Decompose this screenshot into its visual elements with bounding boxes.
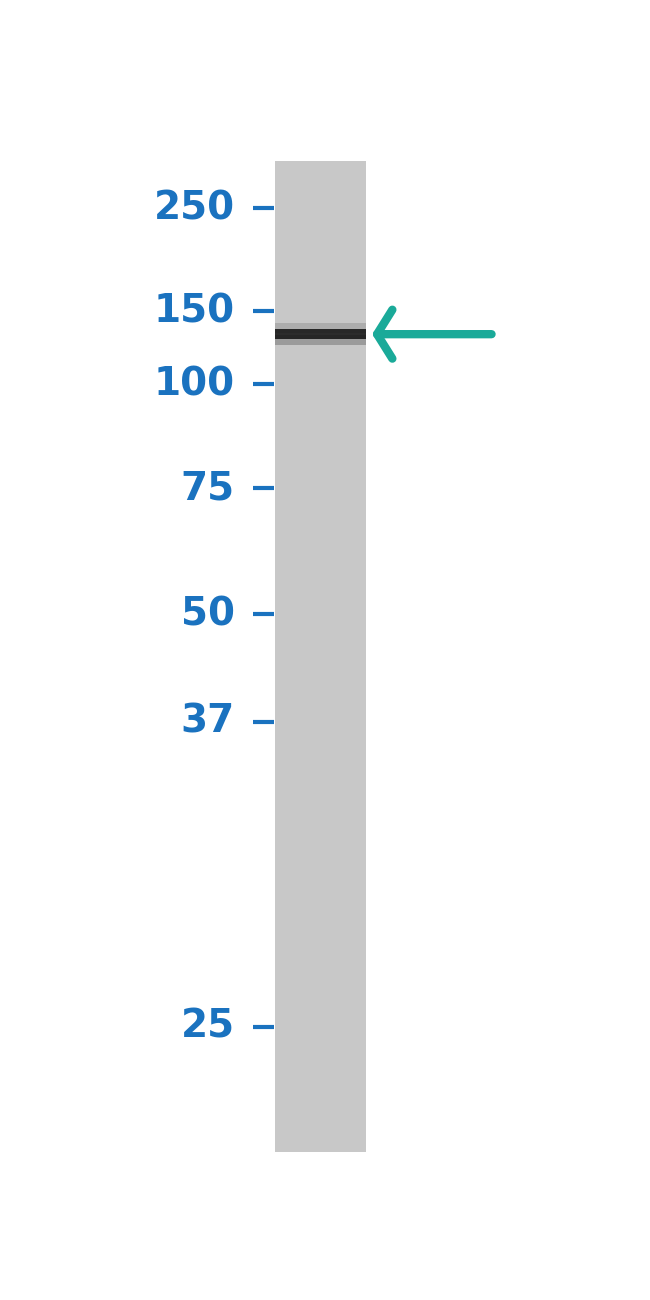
Text: 37: 37: [181, 702, 235, 741]
Text: 50: 50: [181, 595, 235, 633]
Bar: [275, 329, 366, 339]
Bar: [275, 324, 366, 333]
Bar: [275, 161, 366, 1152]
Text: 250: 250: [154, 188, 235, 228]
Text: 75: 75: [181, 469, 235, 507]
Text: 150: 150: [154, 292, 235, 330]
Text: 100: 100: [154, 365, 235, 403]
Bar: [275, 335, 366, 346]
Text: 25: 25: [181, 1008, 235, 1046]
